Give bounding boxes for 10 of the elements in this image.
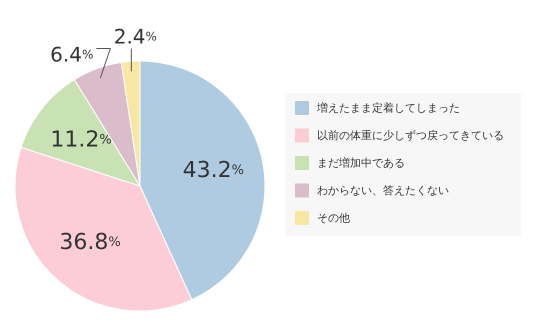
legend-label: 以前の体重に少しずつ戻ってきている (317, 129, 504, 142)
data-label: 43.2% (182, 158, 244, 183)
data-label: 6.4% (50, 42, 94, 66)
data-label: 2.4% (114, 24, 157, 48)
legend-label: 増えたまま定着してしまった (316, 102, 460, 114)
legend-label: まだ増加中である (317, 156, 405, 170)
legend-label: その他 (317, 212, 350, 224)
data-label: 36.8% (59, 229, 121, 254)
legend-label: わからない、答えたくない (317, 184, 449, 197)
data-label: 11.2% (50, 127, 112, 152)
